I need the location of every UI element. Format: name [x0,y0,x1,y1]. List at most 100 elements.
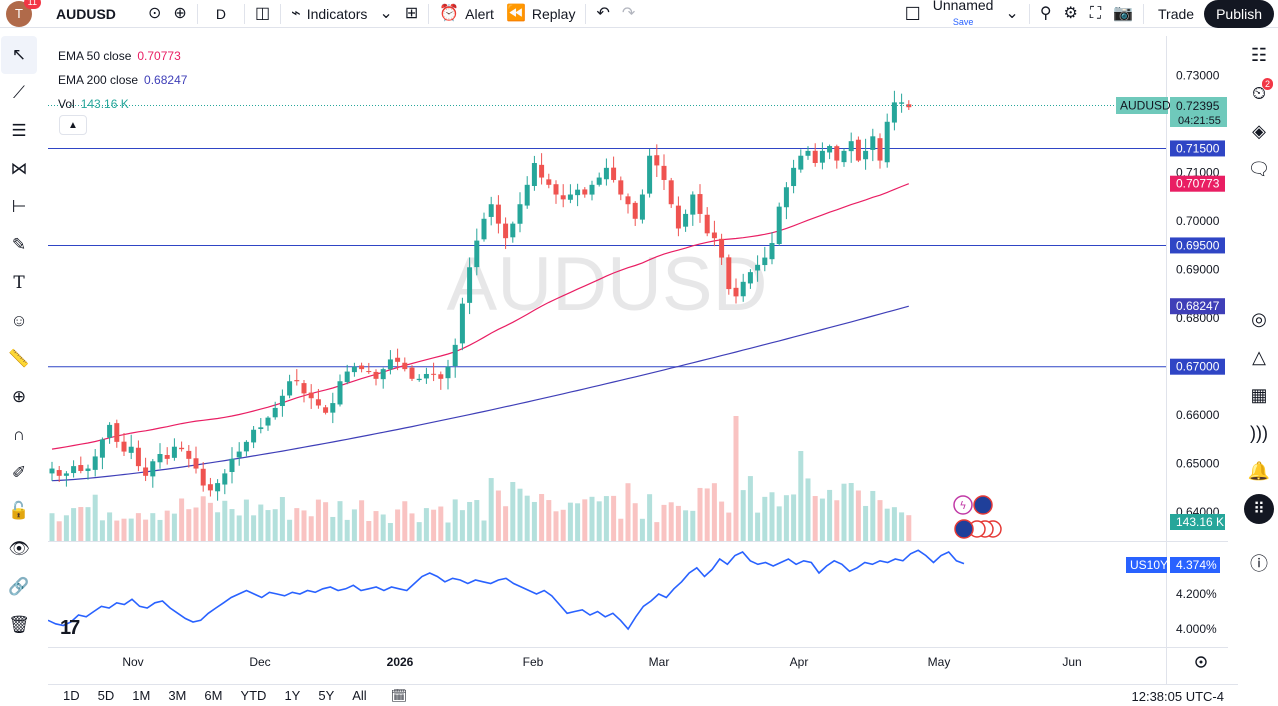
target-icon[interactable]: ◎ [1251,308,1267,329]
candle-body [531,163,537,186]
candle-body [899,102,905,104]
settings-gear-icon[interactable]: ⚙ [1063,4,1078,22]
lock-icon[interactable]: 🔓 [8,501,30,520]
symbol-search-button[interactable]: AUDUSD [56,5,116,22]
alerts-clock-icon[interactable]: ⏲ 2 [1241,74,1277,112]
trend-line-icon[interactable]: ⟋ [13,83,25,102]
candle-body [179,447,185,450]
volume-bar [474,500,480,541]
symbol-compare-icon[interactable]: ⊙ [148,4,162,22]
candle-body [884,121,890,163]
hide-eye-icon[interactable]: 👁 [8,539,30,558]
interval-button[interactable]: D [215,5,226,22]
pulse-icon[interactable]: △ [1252,346,1266,367]
volume-bar [128,518,134,541]
trash-icon[interactable]: 🗑 [8,615,30,634]
magnet-icon[interactable]: ∩ [12,425,26,444]
watchlist-icon[interactable]: ☷ [1250,44,1268,65]
calendar-icon[interactable]: ▦ [1250,384,1268,405]
snapshot-camera-icon[interactable]: 📷 [1113,4,1134,22]
candle-body [553,184,559,195]
svg-text:4.374%: 4.374% [1176,558,1217,572]
indicators-templates-icon[interactable]: ⌄ [379,4,393,22]
trade-button[interactable]: Trade [1158,5,1195,22]
text-tool-icon[interactable]: T [13,273,25,293]
volume-bar [524,495,530,541]
fullscreen-icon[interactable]: ⛶ [1089,4,1102,22]
fib-retracement-icon[interactable]: ☰ [11,121,27,140]
candle-body [330,403,336,413]
broadcast-icon[interactable]: ))) [1250,422,1268,443]
layouts-grid-icon[interactable]: ⊞ [404,4,419,22]
svg-text:0.71500: 0.71500 [1176,141,1220,155]
range-button-1d[interactable]: 1D [63,688,80,703]
candle-body [503,223,509,239]
candle-body [647,155,653,194]
quick-search-icon[interactable]: ⚲ [1039,4,1052,22]
tradingview-logo-icon[interactable]: 17 [60,617,80,639]
bell-icon[interactable]: 🔔 [1247,460,1271,481]
add-symbol-icon[interactable]: ⊕ [173,4,187,22]
apps-grid-icon[interactable]: ⠿ [1241,490,1277,528]
candle-body [85,468,91,471]
zoom-in-icon[interactable]: ⊕ [11,387,27,406]
redo-icon[interactable]: ↷ [621,4,636,22]
volume-bar [791,494,797,541]
range-button-3m[interactable]: 3M [168,688,187,703]
publish-button[interactable]: Publish [1204,0,1274,28]
brush-icon[interactable]: ✎ [11,235,27,254]
candle-body [431,373,437,375]
stay-in-drawing-icon[interactable]: ✐ [11,463,27,482]
price-tick-label: 0.66000 [1176,408,1220,422]
candle-body [524,184,530,206]
symbol-watermark: AUDUSD [447,242,768,327]
layout-menu-chevron-icon[interactable]: ⌄ [1005,4,1019,22]
date-range-calendar-icon[interactable]: 🗓 [390,687,408,703]
volume-bar [668,502,674,541]
emoji-icon[interactable]: ☺ [10,311,28,330]
layout-name-button[interactable]: Unnamed Save [927,0,1000,28]
svg-text:0.72395: 0.72395 [1176,99,1220,113]
undo-icon[interactable]: ↶ [596,4,610,22]
range-button-5d[interactable]: 5D [97,688,115,703]
volume-bar [294,508,300,541]
collapse-legend-chevron-icon[interactable]: ▲ [59,115,87,135]
volume-legend[interactable]: Vol 143.16 K [58,92,187,116]
candle-type-icon[interactable]: ◫ [254,4,271,22]
main-chart[interactable]: AUDUSD 0.730000.710000.700000.690000.680… [48,36,1228,686]
volume-bar [891,507,897,541]
volume-bar [596,501,602,541]
range-button-6m[interactable]: 6M [204,688,223,703]
timezone-clock[interactable]: 12:38:05 UTC-4 [1131,689,1225,704]
layout-checkbox-icon[interactable]: ☐ [904,3,921,24]
range-button-all[interactable]: All [352,688,367,703]
replay-button[interactable]: ⏪ Replay [500,0,582,28]
range-button-1y[interactable]: 1Y [284,688,301,703]
ema50-legend[interactable]: EMA 50 close 0.70773 [58,44,187,68]
help-icon[interactable]: ⓘ [1250,554,1268,574]
candle-body [135,447,141,467]
pattern-icon[interactable]: ⋈ [10,159,28,178]
candle-body [279,395,285,407]
link-icon[interactable]: 🔗 [8,577,30,596]
au-flag-icon [973,495,993,515]
volume-bar [855,490,861,541]
ruler-icon[interactable]: 📏 [8,349,30,368]
range-button-1m[interactable]: 1M [132,688,151,703]
forecasting-icon[interactable]: ⊢ [11,197,27,216]
range-button-ytd[interactable]: YTD [240,688,267,703]
top-toolbar: T 11 AUDUSD ⊙ ⊕ D ◫ ⌁ Indicators ⌄ ⊞ ⏰ A… [0,0,1278,28]
chat-icon[interactable]: 🗨 [1247,158,1271,179]
candle-body [323,407,329,413]
ema200-legend[interactable]: EMA 200 close 0.68247 [58,68,187,92]
candle-body [834,146,840,161]
indicators-button[interactable]: ⌁ Indicators [285,0,373,28]
alert-button[interactable]: ⏰ Alert [433,0,500,28]
volume-bar [841,483,847,541]
volume-bar [258,504,264,541]
user-avatar[interactable]: T 11 [6,0,41,27]
cursor-arrow-icon[interactable]: ↖ [1,36,37,74]
range-button-5y[interactable]: 5Y [318,688,335,703]
volume-bar [769,492,775,541]
layers-icon[interactable]: ◈ [1252,120,1266,141]
